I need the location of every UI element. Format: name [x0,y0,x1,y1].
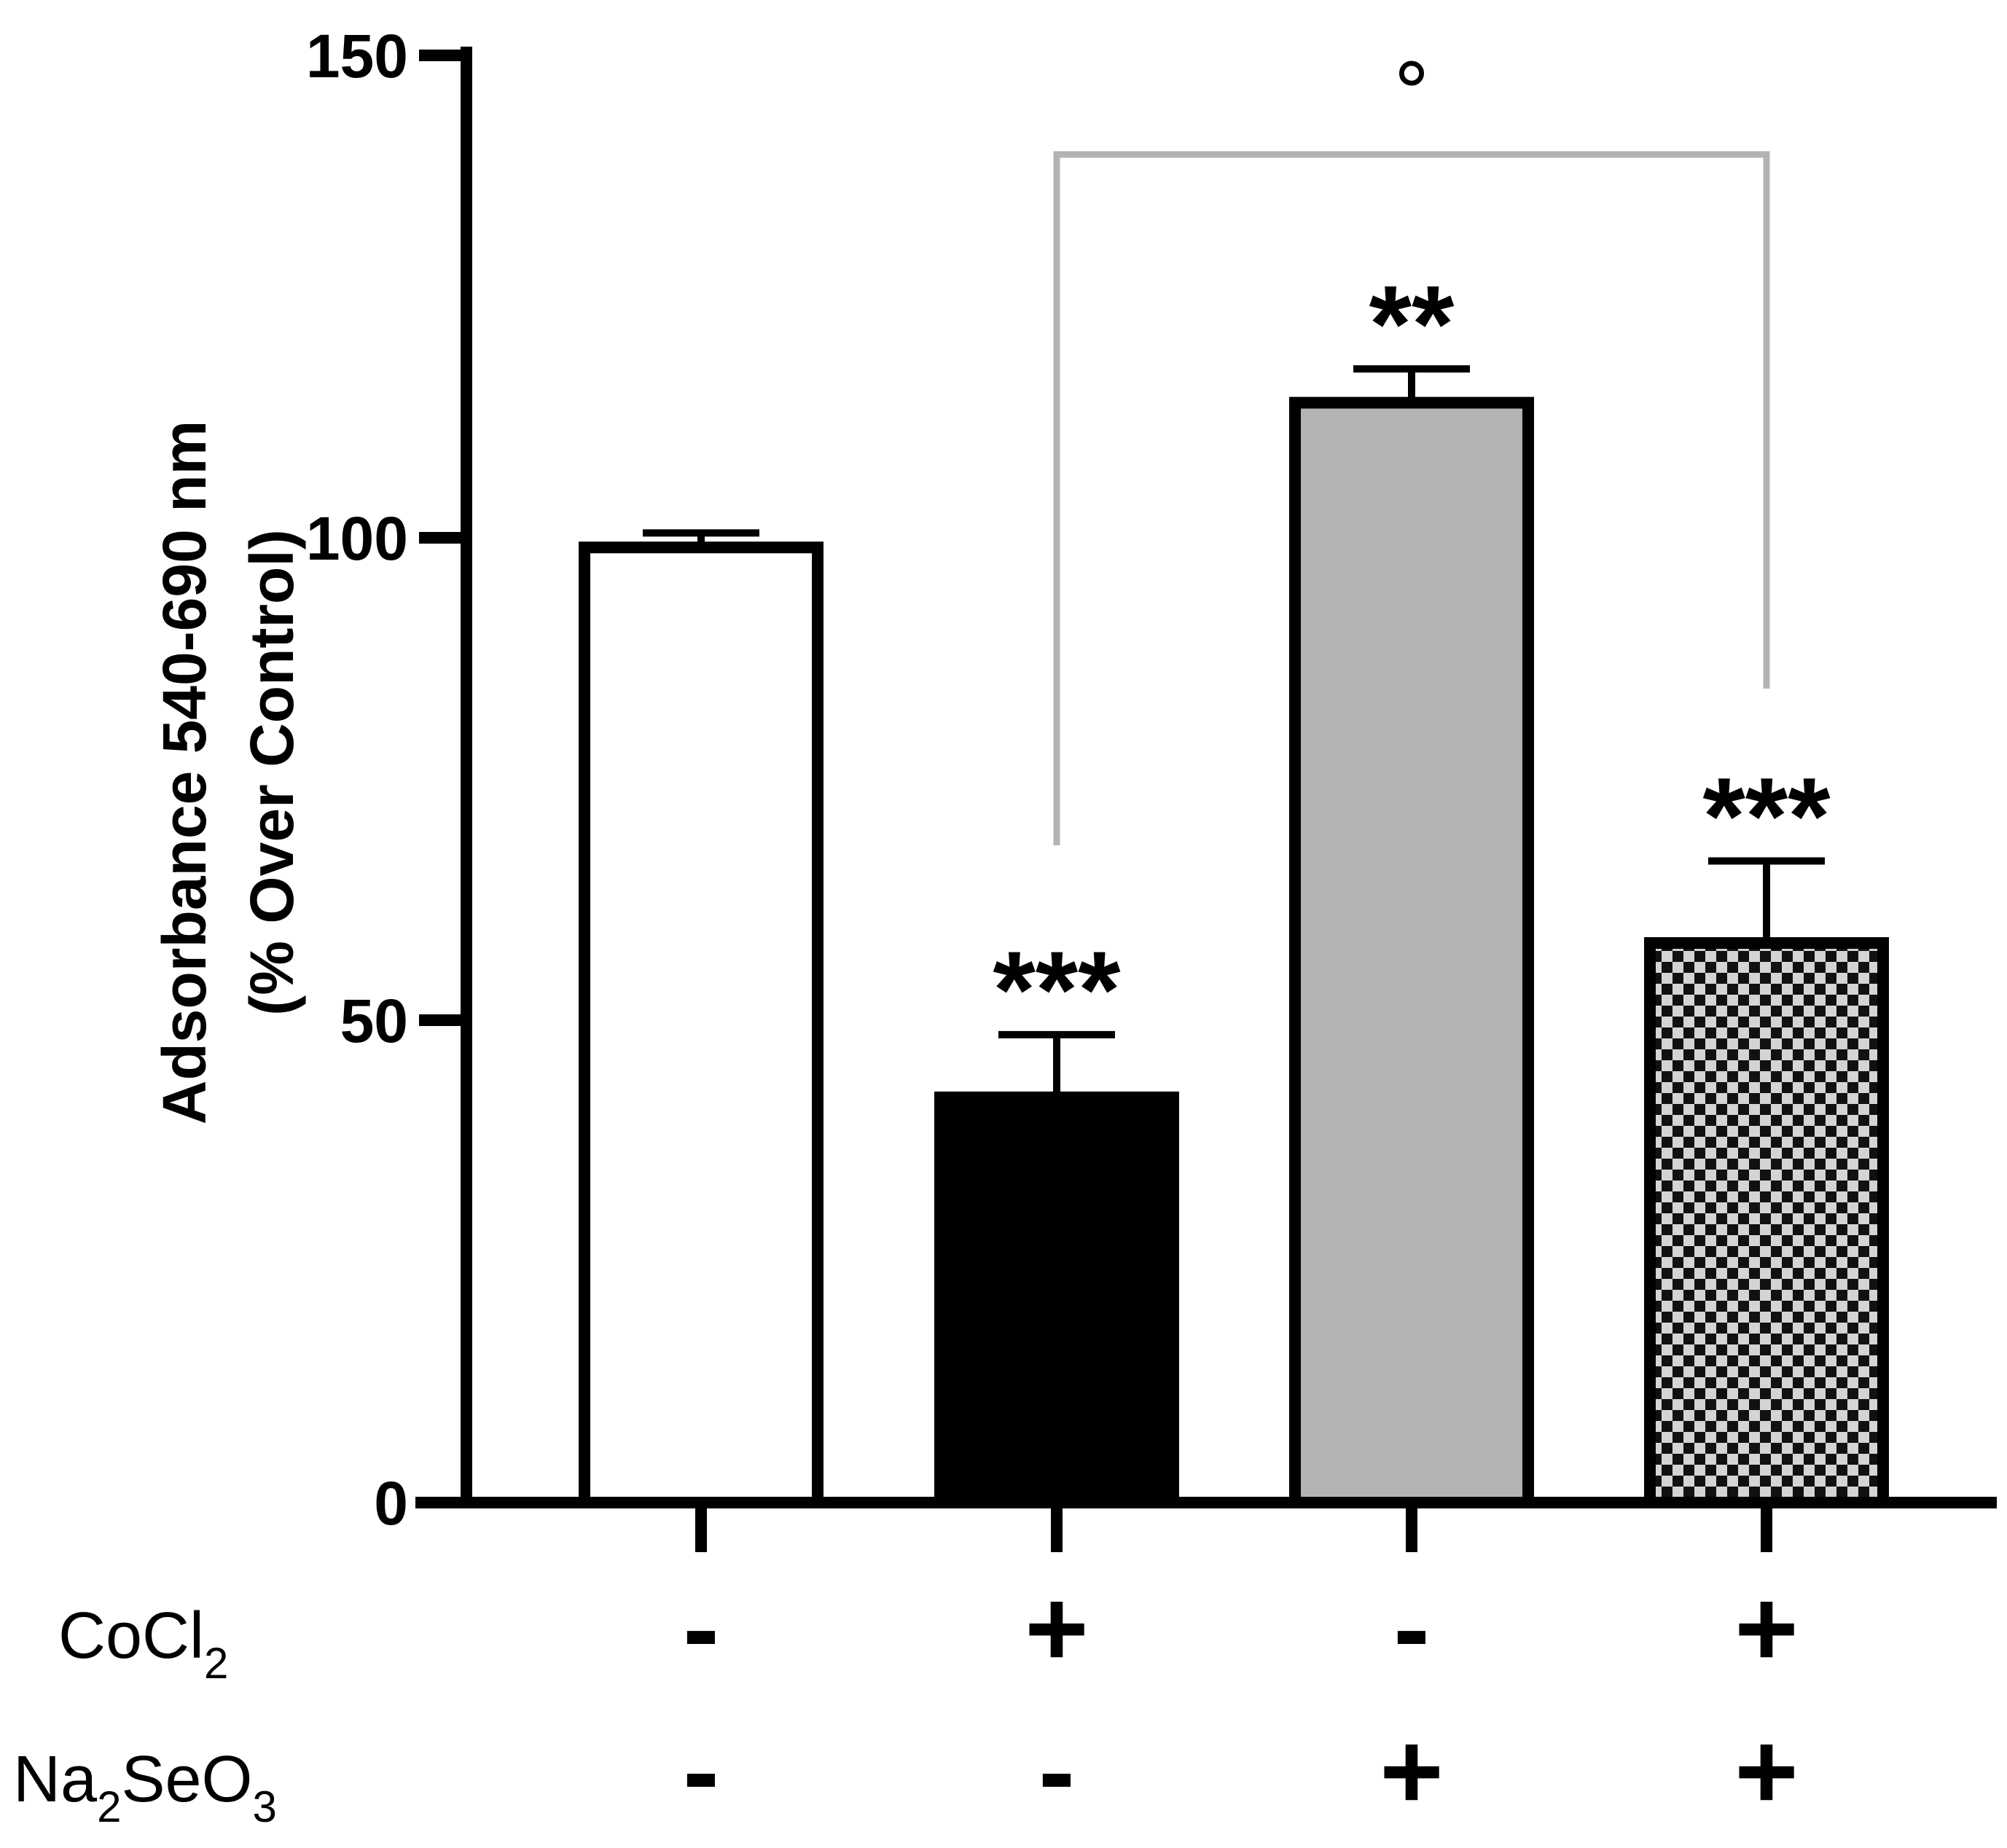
comparison-bracket: ° [1053,46,1770,845]
y-tick-label: 0 [374,1469,408,1538]
condition-signs: - + - + - - + + [683,1567,1799,1832]
y-axis-label-line1: Adsorbance 540-690 nm [150,420,219,1124]
condition-label-na2seo3: Na2SeO3 [13,1743,277,1831]
y-tick-label: 100 [306,504,408,573]
significance-stars-4: *** [1702,755,1831,877]
condition-row-na2seo3: Na2SeO3 [13,1743,277,1831]
significance-stars-3: ** [1369,262,1455,385]
bracket-line [1053,151,1770,845]
bar-3 [1289,396,1534,1508]
significance-markers: ******** [993,262,1831,1051]
y-ticks: 0 50 100 150 [306,22,466,1538]
y-axis-label: Adsorbance 540-690 nm (% Over Control) [150,420,306,1124]
bracket-significance-label: ° [1392,46,1432,139]
bars [579,396,1889,1509]
y-tick-label: 150 [306,22,408,90]
x-ticks [695,1503,1772,1552]
condition-sign: + [1380,1710,1444,1832]
condition-sign: + [1734,1567,1799,1689]
condition-row-cocl2: CoCl2 [58,1600,228,1688]
condition-sign: - [683,1567,719,1689]
error-bars [643,365,1825,1097]
condition-sign: - [683,1710,719,1832]
significance-stars-2: *** [993,928,1121,1051]
condition-sign: + [1025,1567,1089,1689]
bar-4 [1644,937,1889,1508]
condition-sign: - [1038,1710,1075,1832]
y-axis-label-line2: (% Over Control) [238,529,306,1015]
bar-1 [579,541,823,1508]
y-tick-label: 50 [340,987,408,1055]
bar-2 [934,1091,1179,1509]
condition-label-cocl2: CoCl2 [58,1600,228,1688]
condition-sign: - [1393,1567,1430,1689]
condition-sign: + [1734,1710,1799,1832]
